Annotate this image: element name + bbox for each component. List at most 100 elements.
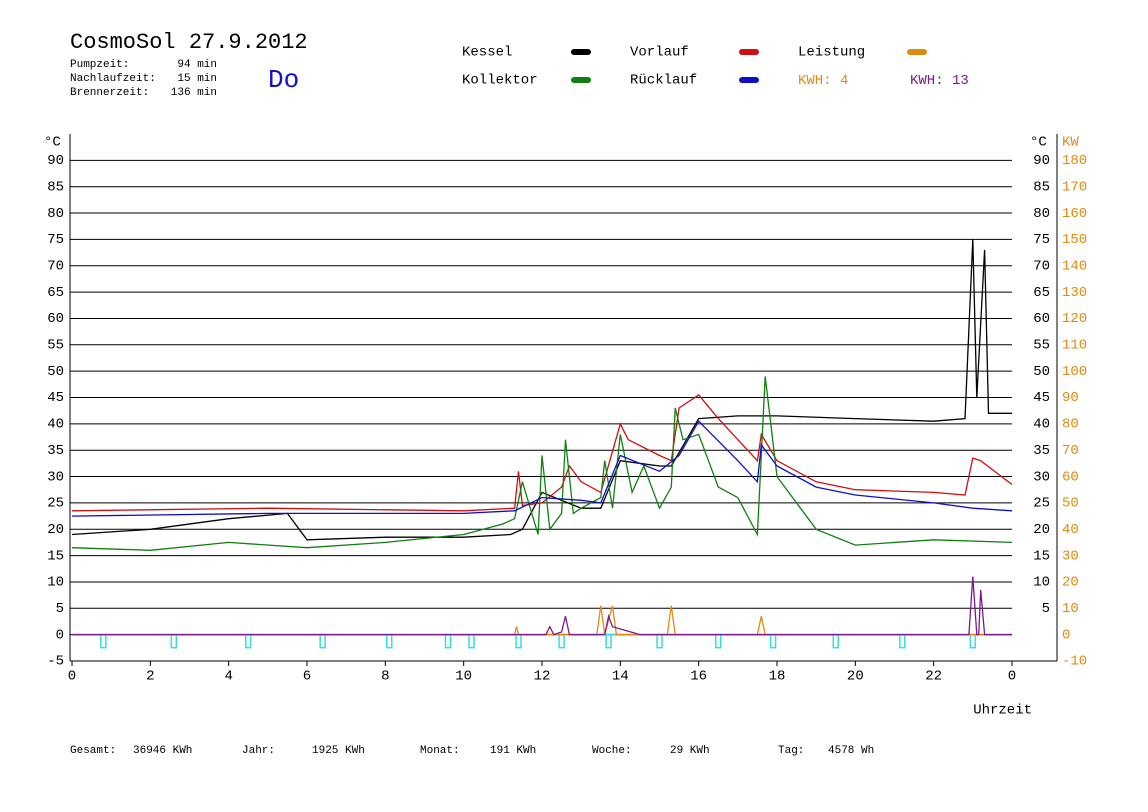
y-tick-label: 50 xyxy=(47,364,64,380)
y2-tick-label: 130 xyxy=(1062,285,1087,301)
stat-value: 94 min xyxy=(177,59,217,71)
y-right-tick-label: 15 xyxy=(1033,548,1050,564)
legend-label: Vorlauf xyxy=(630,45,689,61)
pump-mark xyxy=(319,633,326,649)
y2-tick-label: 60 xyxy=(1062,469,1079,485)
x-tick-label: 14 xyxy=(612,669,629,685)
y-tick-label: 60 xyxy=(47,311,64,327)
y-right-tick-label: 40 xyxy=(1033,417,1050,433)
kwh-name: KWH: xyxy=(798,73,832,89)
y2-tick-label: 0 xyxy=(1062,627,1070,643)
x-tick-label: 4 xyxy=(224,669,232,685)
y-tick-label: 25 xyxy=(47,496,64,512)
pump-mark xyxy=(515,633,522,649)
kwh-value: 4 xyxy=(840,73,848,89)
y-tick-label: 65 xyxy=(47,285,64,301)
y-tick-label: 70 xyxy=(47,258,64,274)
pump-mark xyxy=(100,633,107,649)
y-tick-label: 15 xyxy=(47,548,64,564)
stat-value: 136 min xyxy=(171,87,217,99)
y-right-tick-label: 10 xyxy=(1033,575,1050,591)
y-right-tick-label: 80 xyxy=(1033,206,1050,222)
y-right-tick-label: 30 xyxy=(1033,469,1050,485)
y2-tick-label: -10 xyxy=(1062,654,1087,670)
y-axis-label: °C xyxy=(44,135,61,151)
x-tick-label: 0 xyxy=(1008,669,1016,685)
y2-tick-label: 10 xyxy=(1062,601,1079,617)
y-tick-label: 5 xyxy=(56,601,64,617)
pump-mark xyxy=(558,633,565,649)
pump-mark xyxy=(769,633,777,649)
y2-tick-label: 160 xyxy=(1062,206,1087,222)
y-tick-label: 10 xyxy=(47,575,64,591)
y-right-tick-label: 85 xyxy=(1033,179,1050,195)
y-right-tick-label: 5 xyxy=(1042,601,1050,617)
y-tick-label: 90 xyxy=(47,153,64,169)
pump-mark xyxy=(170,633,178,649)
kwh-name: KWH: xyxy=(910,73,944,89)
y2-tick-label: 20 xyxy=(1062,575,1079,591)
y2-axis-label: KW xyxy=(1062,135,1079,151)
footer-label: Jahr: xyxy=(242,745,275,757)
y2-tick-label: 90 xyxy=(1062,390,1079,406)
x-tick-label: 12 xyxy=(534,669,551,685)
y-tick-label: 20 xyxy=(47,522,64,538)
x-tick-label: 8 xyxy=(381,669,389,685)
x-tick-label: 16 xyxy=(690,669,707,685)
series-line xyxy=(71,420,1013,517)
y2-tick-label: 70 xyxy=(1062,443,1079,459)
y-tick-label: 40 xyxy=(47,417,64,433)
kwh-label: KWH: 13 xyxy=(910,73,969,89)
stat-label: Nachlaufzeit: xyxy=(70,73,156,85)
pump-mark xyxy=(899,633,906,649)
pump-mark xyxy=(832,633,839,649)
pump-mark xyxy=(605,633,612,649)
y-tick-label: 30 xyxy=(47,469,64,485)
footer-value: 1925 KWh xyxy=(312,745,365,757)
y2-tick-label: 140 xyxy=(1062,258,1087,274)
legend-label: Kollektor xyxy=(462,73,538,89)
y-right-tick-label: 45 xyxy=(1033,390,1050,406)
y2-tick-label: 170 xyxy=(1062,179,1087,195)
y-right-tick-label: 35 xyxy=(1033,443,1050,459)
weekday: Do xyxy=(268,65,299,95)
pump-mark xyxy=(245,633,252,649)
series-line xyxy=(72,605,1012,636)
legend-label: Leistung xyxy=(798,45,865,61)
y-tick-label: -5 xyxy=(47,654,64,670)
series-line xyxy=(72,576,1012,636)
y-right-tick-label: 20 xyxy=(1033,522,1050,538)
footer-value: 4578 Wh xyxy=(828,745,874,757)
x-tick-label: 22 xyxy=(925,669,942,685)
y-right-tick-label: 90 xyxy=(1033,153,1050,169)
x-tick-label: 6 xyxy=(303,669,311,685)
series-line xyxy=(71,239,1012,541)
stat-label: Pumpzeit: xyxy=(70,59,129,71)
y2-tick-label: 180 xyxy=(1062,153,1087,169)
y-tick-label: 0 xyxy=(56,627,64,643)
y2-tick-label: 120 xyxy=(1062,311,1087,327)
x-tick-label: 0 xyxy=(68,669,76,685)
y-right-label: °C xyxy=(1030,135,1047,151)
y2-tick-label: 80 xyxy=(1062,417,1079,433)
x-axis-label: Uhrzeit xyxy=(973,703,1032,719)
stat-value: 15 min xyxy=(177,73,217,85)
pump-mark xyxy=(969,633,977,649)
x-tick-label: 18 xyxy=(769,669,786,685)
y-tick-label: 85 xyxy=(47,179,64,195)
kwh-value: 13 xyxy=(952,73,969,89)
footer-value: 191 KWh xyxy=(490,745,536,757)
x-tick-label: 10 xyxy=(455,669,472,685)
y-tick-label: 75 xyxy=(47,232,64,248)
y-right-tick-label: 60 xyxy=(1033,311,1050,327)
y-right-tick-label: 55 xyxy=(1033,338,1050,354)
y2-tick-label: 40 xyxy=(1062,522,1079,538)
footer-value: 29 KWh xyxy=(670,745,710,757)
y2-tick-label: 110 xyxy=(1062,338,1087,354)
y-right-tick-label: 70 xyxy=(1033,258,1050,274)
x-tick-label: 2 xyxy=(146,669,154,685)
title: CosmoSol 27.9.2012 xyxy=(70,30,308,55)
footer-value: 36946 KWh xyxy=(133,745,192,757)
